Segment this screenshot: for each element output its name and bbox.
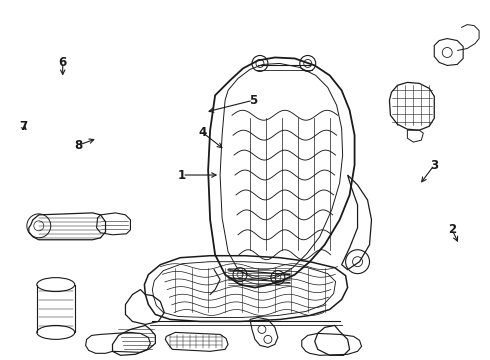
Text: 1: 1: [178, 168, 186, 181]
Text: 2: 2: [448, 223, 456, 236]
Text: 7: 7: [19, 120, 27, 133]
Text: 8: 8: [74, 139, 83, 152]
Text: 5: 5: [249, 94, 257, 107]
Text: 4: 4: [198, 126, 206, 139]
Text: 3: 3: [430, 158, 439, 172]
Text: 6: 6: [59, 56, 67, 69]
